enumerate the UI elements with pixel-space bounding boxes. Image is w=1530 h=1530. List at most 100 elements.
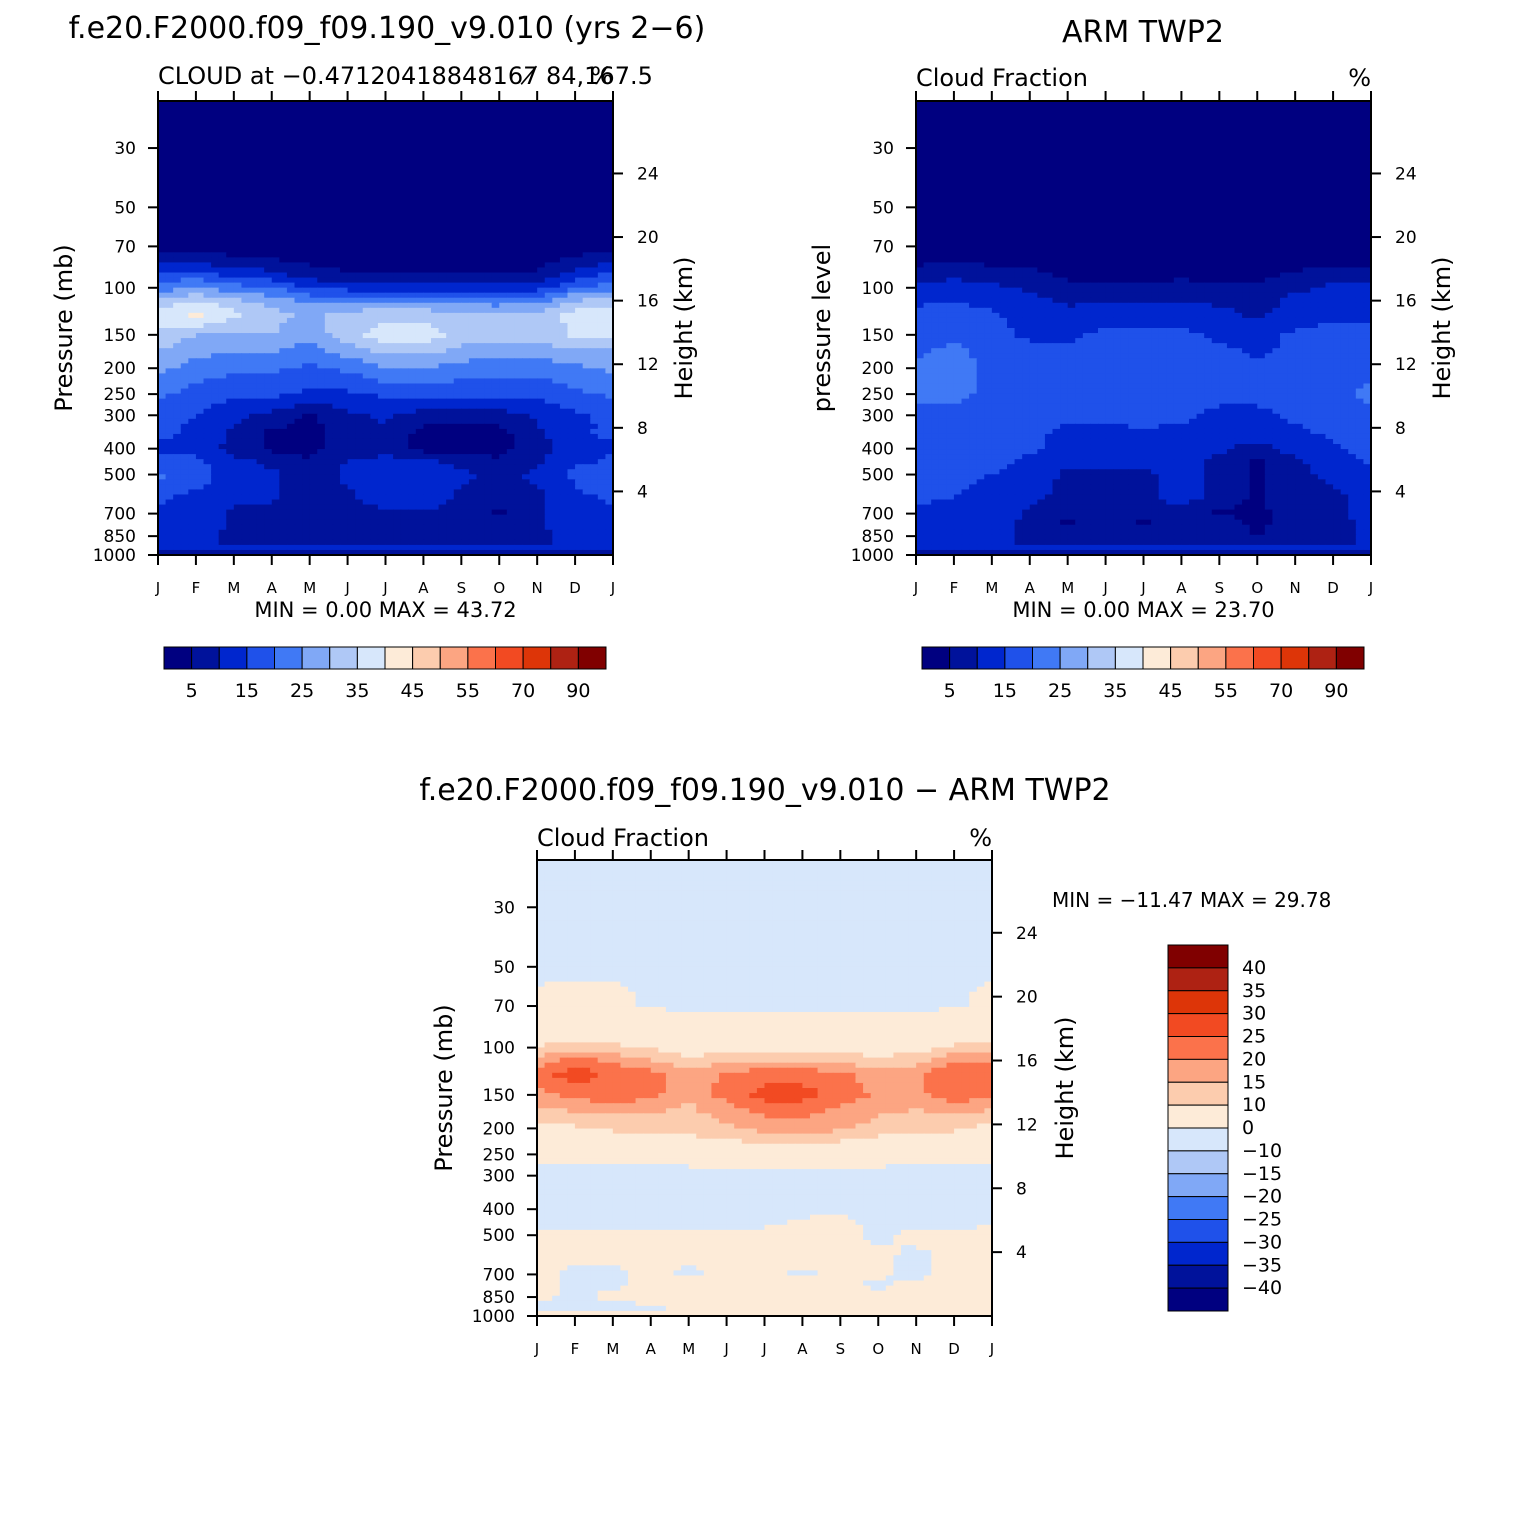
contour-cell [211,272,220,279]
contour-cell [393,106,402,112]
contour-cell [559,358,569,364]
contour-cell [317,489,326,496]
contour-cell [537,116,546,122]
contour-cell [446,201,455,208]
contour-cell [491,262,500,269]
contour-cell [575,227,584,233]
contour-cell [256,131,265,137]
contour-cell [582,479,591,485]
contour-cell [582,464,591,470]
contour-cell [302,418,311,425]
contour-cell [347,408,356,415]
contour-cell [226,438,235,445]
contour-cell [264,292,273,299]
contour-cell [438,201,447,208]
contour-cell [408,227,417,233]
contour-cell [544,242,553,248]
contour-cell [256,126,265,132]
contour-cell [431,353,440,359]
contour-cell [506,267,516,274]
contour-cell [249,101,258,107]
contour-cell [286,378,296,385]
contour-cell [347,237,356,243]
contour-cell [226,156,235,163]
contour-cell [355,454,364,460]
contour-cell [249,247,258,253]
contour-cell [211,196,220,203]
contour-cell [461,181,470,188]
contour-cell [582,423,591,430]
contour-cell [340,257,349,264]
contour-cell [249,121,258,127]
contour-cell [165,166,174,173]
contour-cell [324,302,334,309]
contour-cell [158,433,167,440]
contour-cell [476,398,485,405]
contour-cell [582,201,591,208]
contour-cell [256,186,265,193]
contour-cell [309,206,318,213]
contour-cell [468,262,478,269]
contour-cell [552,469,561,475]
contour-cell [203,338,212,344]
contour-cell [264,146,273,153]
contour-cell [158,267,167,274]
contour-cell [484,191,493,198]
contour-cell [195,227,205,233]
contour-cell [332,242,341,248]
contour-cell [522,211,531,218]
contour-cell [256,499,265,506]
contour-cell [203,131,212,137]
contour-cell [431,287,440,294]
contour-cell [559,126,569,132]
contour-cell [575,186,584,193]
contour-cell [226,267,235,274]
contour-cell [211,317,220,324]
contour-cell [559,383,569,390]
contour-cell [377,353,387,359]
contour-cell [476,317,485,324]
contour-cell [309,292,318,299]
contour-cell [203,237,212,243]
contour-cell [461,146,470,153]
contour-cell [590,111,599,117]
contour-cell [431,186,440,193]
contour-cell [309,186,318,193]
contour-cell [302,474,311,480]
contour-cell [393,464,402,470]
contour-cell [582,398,591,405]
contour-cell [226,479,235,485]
contour-cell [218,393,227,400]
contour-cell [438,151,447,158]
contour-cell [400,312,409,319]
contour-cell [431,438,440,445]
contour-cell [468,156,478,163]
contour-cell [605,156,614,163]
contour-cell [362,393,371,400]
contour-cell [249,217,258,223]
contour-cell [173,297,182,304]
contour-cell [203,257,212,264]
contour-cell [590,277,599,284]
contour-cell [605,106,614,112]
contour-cell [226,358,235,364]
contour-cell [370,287,379,294]
contour-cell [529,338,538,344]
contour-cell [446,186,455,193]
contour-cell [597,222,607,228]
contour-cell [241,474,250,480]
contour-cell [597,211,607,218]
contour-cell [362,423,371,430]
contour-cell [218,161,227,168]
contour-cell [461,413,470,420]
contour-cell [514,464,523,470]
contour-cell [522,509,531,516]
contour-cell [286,196,296,203]
contour-cell [286,479,296,485]
contour-cell [332,353,341,359]
contour-cell [340,338,349,344]
contour-cell [218,469,227,475]
contour-cell [400,433,409,440]
contour-cell [165,227,174,233]
contour-cell [582,156,591,163]
